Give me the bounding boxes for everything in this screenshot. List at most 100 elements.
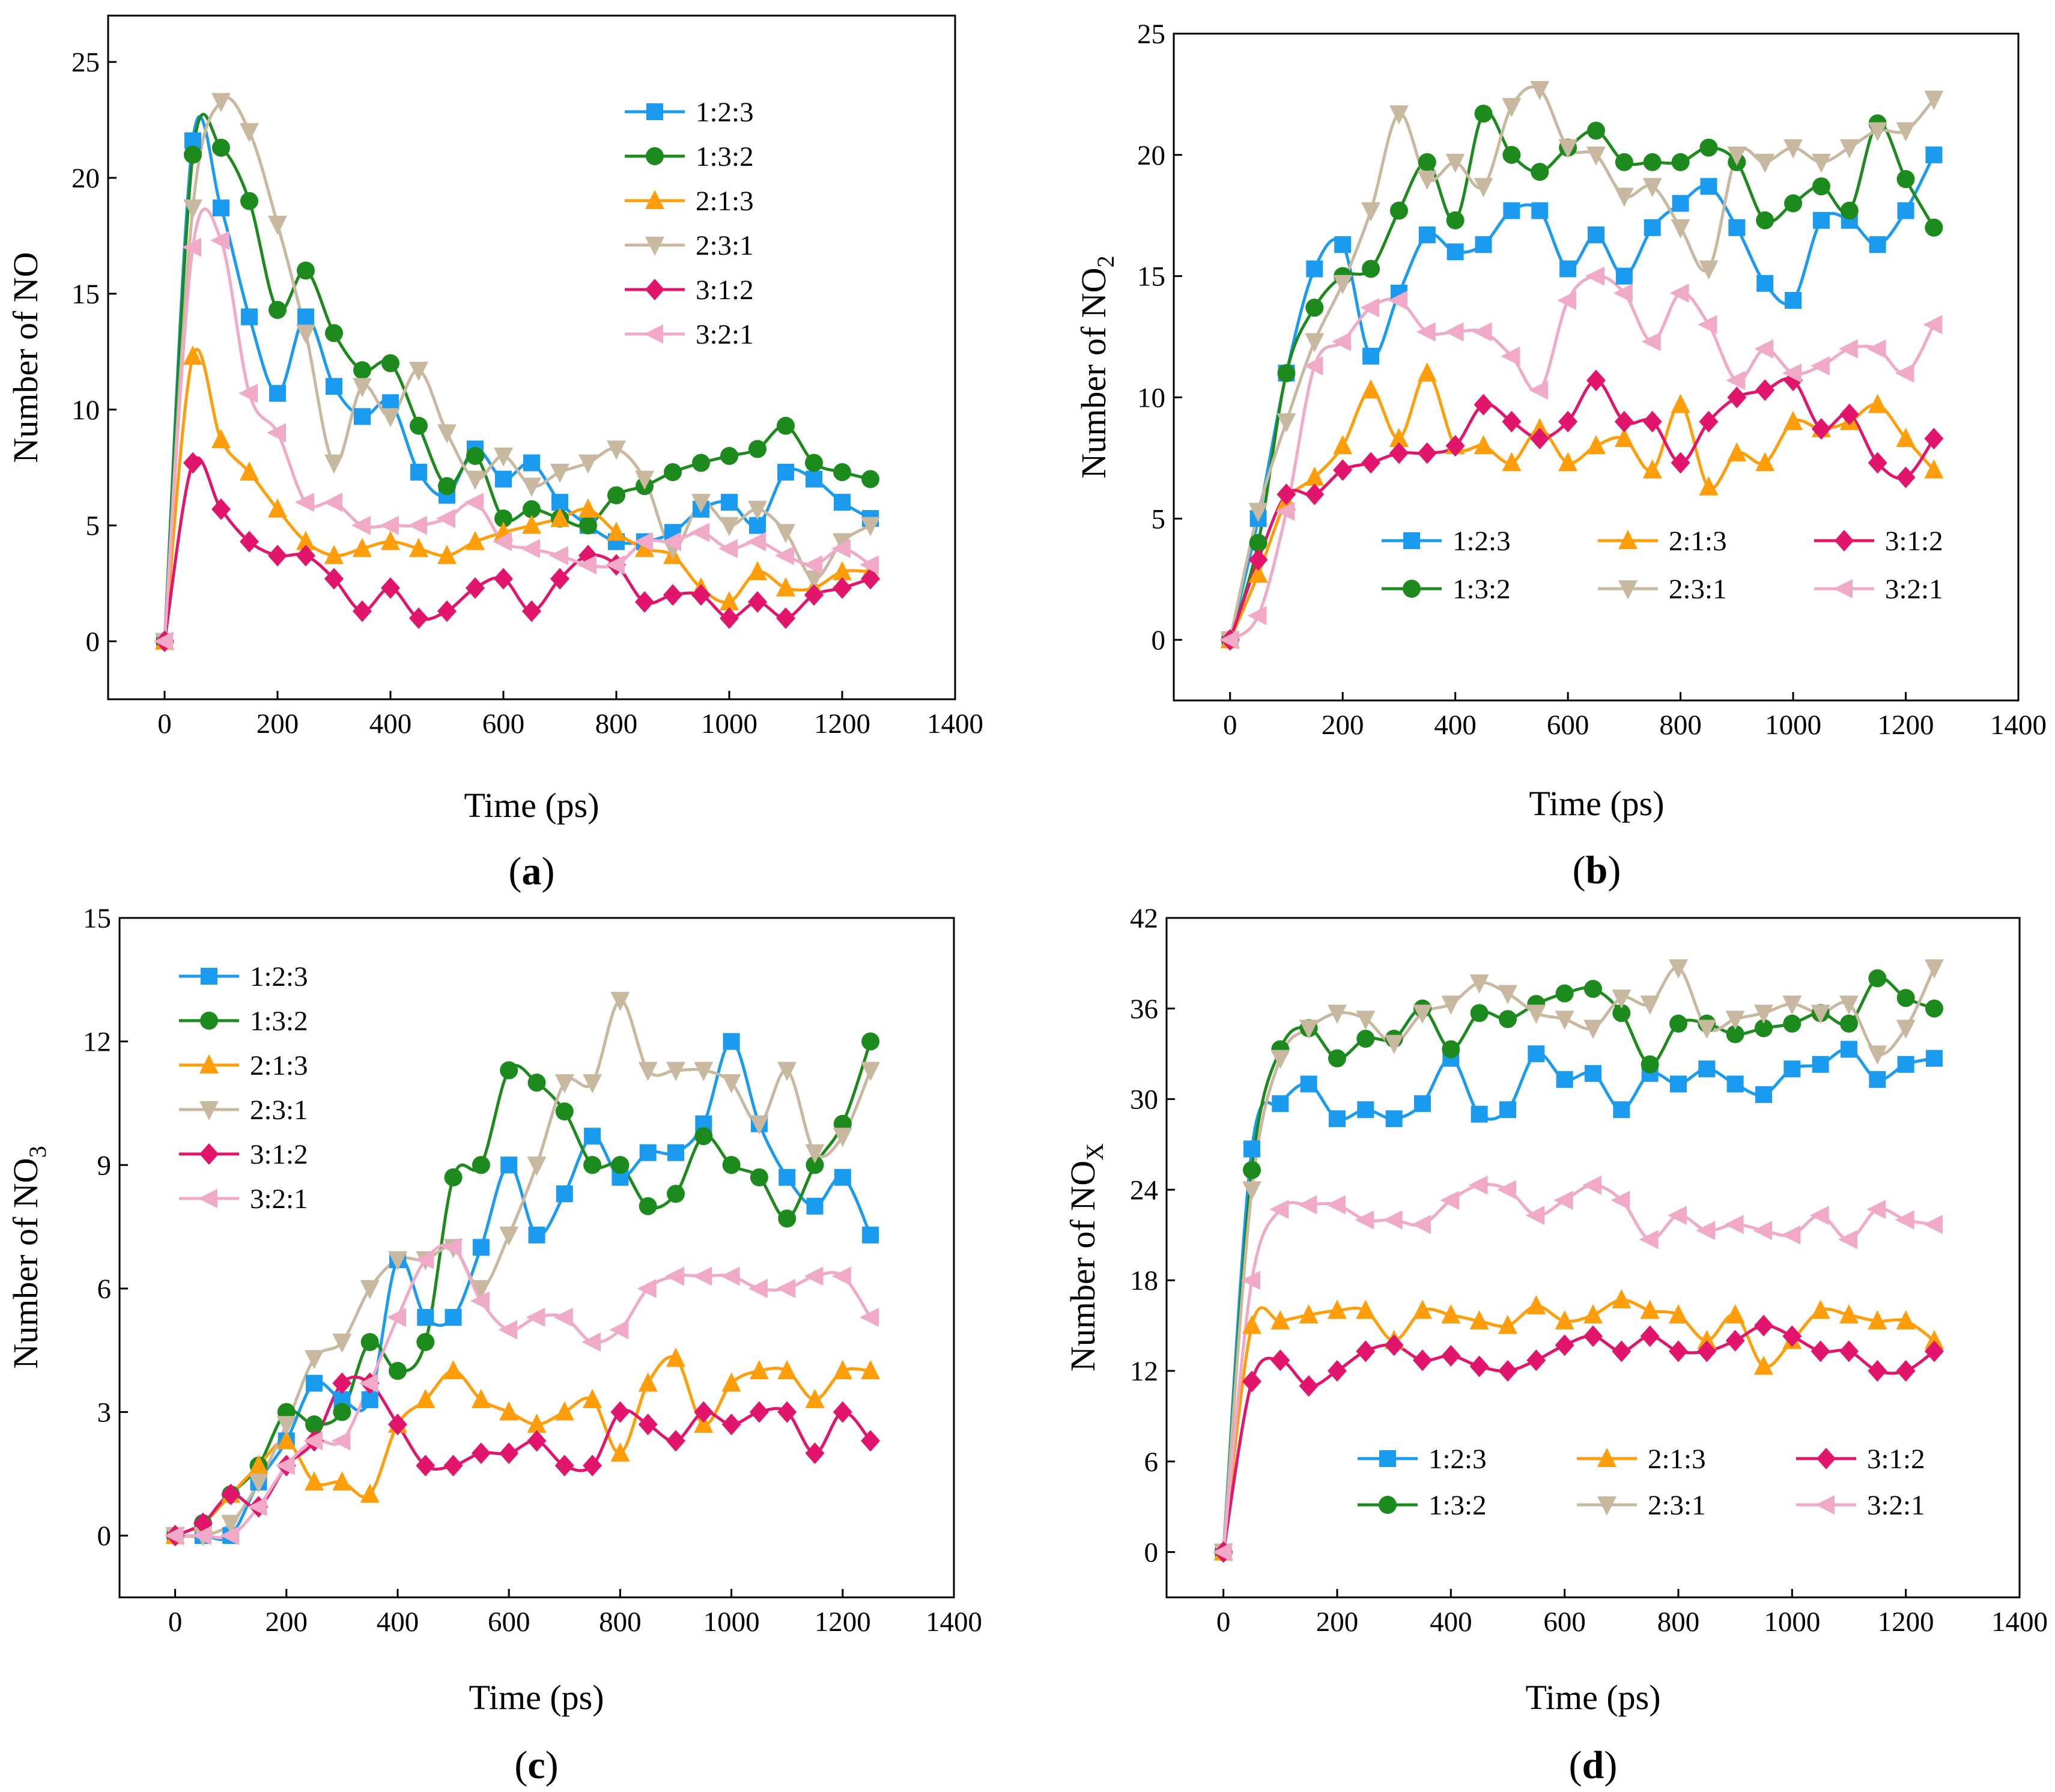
panel-d-point-2-3-1-25 xyxy=(1925,959,1944,979)
panel-b-point-2-3-1-19 xyxy=(1755,153,1775,173)
panel-b-point-1-2-3-25 xyxy=(1925,146,1943,163)
panel-a-point-3-2-1-24 xyxy=(831,539,851,559)
panel-a-point-3-1-2-24 xyxy=(833,577,852,599)
panel-d-point-1-3-2-4 xyxy=(1328,1049,1346,1068)
panel-b-x-tick-label-0: 0 xyxy=(1223,709,1237,741)
panel-a-point-2-1-3-14 xyxy=(550,508,569,527)
panel-a-point-3-1-2-7 xyxy=(353,600,372,622)
panel-d-point-3-2-1-7 xyxy=(1412,1215,1431,1235)
panel-c-point-2-1-3-9 xyxy=(416,1388,436,1408)
panel-a-point-3-1-2-14 xyxy=(550,568,569,590)
panel-c-point-1-3-2-6 xyxy=(333,1403,351,1421)
panel-a-point-2-3-1-8 xyxy=(381,408,400,428)
panel-a-point-3-2-1-4 xyxy=(267,423,286,443)
panel-c-y-tick-label-9: 9 xyxy=(97,1150,112,1181)
panel-d-point-1-2-3-5 xyxy=(1357,1101,1374,1119)
panel-c-y-tick-label-15: 15 xyxy=(83,903,111,934)
panel-b-point-1-2-3-7 xyxy=(1418,226,1436,244)
panel-d-point-1-3-2-8 xyxy=(1442,1040,1460,1058)
panel-b-point-2-1-3-13 xyxy=(1586,435,1606,455)
panel-a-point-2-3-1-10 xyxy=(437,424,457,444)
panel-d-legend-item-2-3-1: 2:3:1 xyxy=(1577,1490,1706,1521)
panel-c-point-2-1-3-15 xyxy=(583,1388,603,1408)
panel-c-point-1-2-3-20 xyxy=(723,1033,740,1050)
panel-a-plot-marks xyxy=(154,93,880,652)
panel-d-point-3-2-1-21 xyxy=(1809,1206,1829,1226)
panel-a-point-1-3-2-1 xyxy=(184,145,202,164)
panel-b-y-tick-label-20: 20 xyxy=(1137,140,1165,171)
panel-a-point-3-2-1-6 xyxy=(323,493,342,512)
panel-c-point-1-2-3-23 xyxy=(806,1197,824,1215)
panel-b-point-3-2-1-1 xyxy=(1247,606,1267,625)
panel-d-point-2-1-3-3 xyxy=(1299,1304,1319,1324)
panel-b-point-3-1-2-14 xyxy=(1614,410,1634,433)
panel-a-legend-marker-3-2-1 xyxy=(644,324,663,344)
panel-d-point-2-3-1-8 xyxy=(1441,995,1461,1015)
panel-d-legend-label-2-1-3: 2:1:3 xyxy=(1648,1444,1706,1475)
panel-d-point-3-2-1-4 xyxy=(1326,1195,1346,1215)
panel-d-point-1-3-2-18 xyxy=(1726,1025,1744,1043)
panel-d-point-3-2-1-12 xyxy=(1553,1190,1573,1210)
panel-d-point-1-2-3-22 xyxy=(1841,1040,1857,1058)
panel-c-point-3-2-1-12 xyxy=(498,1320,518,1340)
panel-d-point-3-1-2-11 xyxy=(1526,1349,1546,1371)
panel-a-point-3-2-1-21 xyxy=(747,532,766,551)
panel-b-legend-marker-2-3-1 xyxy=(1618,580,1638,600)
panel-a-point-1-3-2-5 xyxy=(297,261,315,280)
panel-d-x-tick-label-1400: 1400 xyxy=(1991,1606,2048,1638)
panel-d-point-3-2-1-14 xyxy=(1610,1190,1630,1210)
panel-a-point-2-3-1-22 xyxy=(776,524,795,544)
panel-b-point-3-2-1-19 xyxy=(1754,339,1774,359)
panel-c-point-3-2-1-4 xyxy=(275,1456,295,1475)
panel-b-point-3-2-1-7 xyxy=(1416,322,1436,342)
panel-d-point-1-2-3-19 xyxy=(1755,1086,1772,1104)
panel-d-point-1-2-3-3 xyxy=(1300,1075,1317,1093)
panel-a-y-tick-label-15: 15 xyxy=(71,279,100,310)
panel-d-legend-marker-2-3-1 xyxy=(1597,1496,1616,1516)
panel-a-point-1-2-3-7 xyxy=(354,408,371,425)
panel-d-legend-item-1-3-2: 1:3:2 xyxy=(1358,1490,1487,1521)
panel-d-x-tick-label-1200: 1200 xyxy=(1878,1606,1934,1638)
panel-d-point-3-2-1-24 xyxy=(1895,1210,1914,1230)
panel-a-point-2-3-1-12 xyxy=(494,447,513,467)
panel-d-y-tick-label-6: 6 xyxy=(1144,1447,1159,1478)
panel-a-point-2-1-3-8 xyxy=(381,530,400,550)
panel-a-point-1-3-2-6 xyxy=(325,324,343,342)
panel-b-point-2-1-3-19 xyxy=(1755,452,1775,472)
panel-d-y-axis-title: Number of NOX xyxy=(1063,1143,1108,1371)
panel-c-legend-label-3-1-2: 3:1:2 xyxy=(250,1139,308,1170)
panel-c-point-1-3-2-20 xyxy=(722,1156,741,1174)
panel-d-point-1-3-2-19 xyxy=(1755,1019,1773,1037)
panel-c-legend-item-3-1-2: 3:1:2 xyxy=(179,1139,308,1170)
panel-b-point-2-3-1-20 xyxy=(1783,139,1803,159)
panel-b-point-2-1-3-25 xyxy=(1924,459,1944,479)
panel-c-point-3-2-1-18 xyxy=(665,1266,684,1286)
panel-d-x-tick-label-400: 400 xyxy=(1430,1606,1472,1638)
panel-b-point-2-1-3-3 xyxy=(1305,466,1325,486)
panel-b-point-2-3-1-2 xyxy=(1276,413,1296,433)
panel-c-y-tick-label-0: 0 xyxy=(97,1520,112,1552)
panel-c-point-1-2-3-9 xyxy=(417,1308,434,1326)
panel-a-point-2-1-3-21 xyxy=(748,560,767,580)
panel-d-point-3-2-1-11 xyxy=(1525,1206,1545,1226)
panel-d-point-2-1-3-25 xyxy=(1925,1329,1944,1349)
panel-b-point-2-1-3-20 xyxy=(1783,410,1803,430)
panel-b-x-tick-label-1200: 1200 xyxy=(1878,709,1934,741)
panel-a-legend: 1:2:3 1:3:2 2:1:3 2:3:1 3:1:2 3:2:1 xyxy=(625,97,754,350)
panel-d-point-2-3-1-21 xyxy=(1811,1004,1830,1024)
panel-c-legend-marker-1-2-3 xyxy=(201,968,217,985)
panel-d-point-3-1-2-10 xyxy=(1498,1360,1517,1382)
panel-b-point-3-2-1-9 xyxy=(1472,322,1492,342)
panel-c-legend-item-3-2-1: 3:2:1 xyxy=(179,1183,308,1215)
panel-b-point-3-2-1-21 xyxy=(1810,356,1830,375)
panel-a-point-2-3-1-9 xyxy=(409,362,428,381)
panel-d-point-3-1-2-4 xyxy=(1328,1360,1347,1382)
panel-c-point-2-1-3-20 xyxy=(721,1372,741,1392)
panel-c-legend-item-1-3-2: 1:3:2 xyxy=(179,1006,308,1037)
panel-c-y-tick-label-12: 12 xyxy=(83,1027,111,1058)
panel-d-point-2-3-1-13 xyxy=(1583,1019,1603,1039)
panel-a-point-3-2-1-14 xyxy=(549,545,568,565)
panel-d-point-3-2-1-15 xyxy=(1639,1230,1659,1250)
panel-c-point-1-2-3-5 xyxy=(306,1374,323,1392)
panel-c-point-3-2-1-23 xyxy=(804,1266,824,1286)
